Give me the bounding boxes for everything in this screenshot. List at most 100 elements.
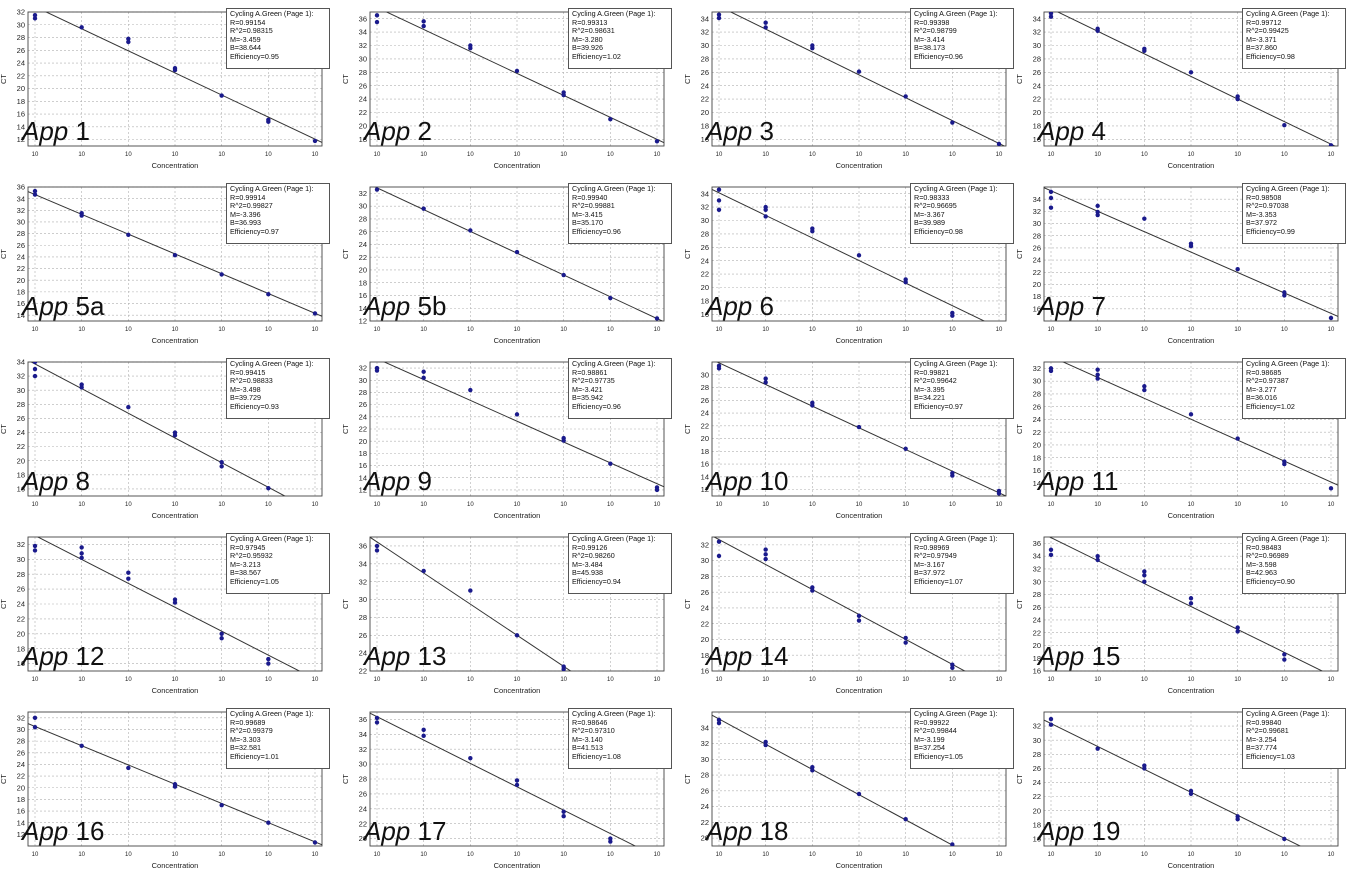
y-axis-label: CT [1015,249,1024,259]
x-tick-label: 10 [172,852,179,858]
x-tick-label: 10 [949,677,956,683]
x-tick-label: 10 [1234,327,1241,333]
intercept-value: B=39.926 [572,43,603,53]
app-word: App [364,641,411,671]
app-number: 16 [68,816,105,846]
app-word: App [1038,641,1085,671]
y-tick-label: 34 [359,730,367,739]
regression-line [1056,12,1336,146]
data-point [1188,243,1194,249]
app-number: 7 [1084,291,1106,321]
data-point [1048,189,1054,195]
x-axis-label: Concentration [836,511,883,520]
y-tick-label: 28 [1033,55,1041,64]
data-point [763,556,768,562]
efficiency-value: Efficiency=1.02 [572,51,621,61]
data-point [32,366,38,372]
x-tick-label: 10 [1188,152,1195,158]
y-tick-label: 22 [1033,628,1041,637]
x-tick-label: 10 [654,502,661,508]
x-tick-label: 10 [902,502,909,508]
y-tick-label: 34 [17,358,25,367]
slope-value: M=-3.167 [914,559,945,569]
data-point [716,198,722,203]
data-point [219,272,224,277]
app-number: 1 [68,116,90,146]
y-axis-label: CT [1015,424,1024,434]
data-point [996,491,1002,496]
y-tick-label: 28 [1033,390,1041,399]
data-point [608,295,613,301]
y-tick-label: 24 [359,95,367,104]
y-tick-label: 30 [359,760,367,769]
stats-box: Cycling A.Green (Page 1): R=0.99313 R^2=0.… [568,8,672,69]
y-tick-label: 28 [17,33,25,42]
x-tick-label: 10 [716,327,723,333]
y-tick-label: 24 [359,804,367,813]
r-value: R=0.99922 [914,717,950,727]
stats-box: Cycling A.Green (Page 1): R=0.98685 R^2=0.… [1242,358,1346,419]
stats-header: Cycling A.Green (Page 1): [914,709,998,718]
data-point [374,543,380,549]
y-tick-label: 22 [359,667,367,676]
x-tick-label: 10 [654,852,661,858]
y-tick-label: 32 [17,8,25,17]
slope-value: M=-3.254 [1246,734,1277,744]
y-tick-label: 24 [701,409,709,418]
x-tick-label: 10 [374,152,381,158]
data-point [421,733,426,739]
data-point [763,547,768,552]
x-tick-label: 10 [856,502,863,508]
y-tick-label: 34 [359,559,367,568]
r-value: R=0.99415 [230,367,266,377]
y-tick-label: 30 [701,556,709,565]
data-point [266,119,271,124]
y-tick-label: 28 [17,737,25,746]
stats-header: Cycling A.Green (Page 1): [230,534,314,543]
x-tick-label: 10 [32,327,39,333]
data-point [1142,766,1147,771]
x-tick-label: 10 [716,502,723,508]
data-point [79,385,84,390]
data-point [1235,436,1240,441]
y-tick-label: 28 [701,55,709,64]
r2-value: R^2=0.98260 [572,551,615,561]
app-word: App [706,291,753,321]
x-tick-label: 10 [716,852,723,858]
x-axis-label: Concentration [152,686,199,695]
x-tick-label: 10 [172,152,179,158]
data-point [1282,290,1287,295]
data-point [1142,384,1147,389]
app-number: 5a [68,291,105,321]
x-tick-label: 10 [902,327,909,333]
x-tick-label: 10 [996,502,1003,508]
data-point [468,45,473,51]
app-word: App [22,291,69,321]
efficiency-value: Efficiency=0.97 [914,401,963,411]
r-value: R=0.98646 [572,717,608,727]
x-tick-label: 10 [560,677,567,683]
plot-frame [711,186,1007,322]
intercept-value: B=42.963 [1246,568,1277,578]
x-tick-label: 10 [374,677,381,683]
y-axis-label: CT [341,599,350,609]
x-axis-label: Concentration [1168,336,1215,345]
y-tick-label: 34 [701,14,709,23]
plot-frame [369,11,665,147]
app-number: 3 [752,116,774,146]
app-label: App 16 [22,816,104,847]
chart-panel-app-5a: 14 16 18 20 22 24 26 28 30 32 34 36 10 10 10 10 10 10 10 Co… [0,181,332,351]
x-tick-label: 10 [949,327,956,333]
x-tick-label: 10 [514,327,521,333]
regression-line [1044,187,1338,317]
data-point [1282,652,1287,657]
y-tick-label: 16 [17,110,25,119]
y-tick-label: 28 [359,388,367,397]
x-tick-label: 10 [265,152,272,158]
data-point [1282,293,1287,298]
stats-header: Cycling A.Green (Page 1): [1246,359,1330,368]
app-label: App 9 [364,466,432,497]
efficiency-value: Efficiency=0.98 [1246,51,1295,61]
x-tick-label: 10 [374,502,381,508]
intercept-value: B=37.860 [1246,43,1277,53]
